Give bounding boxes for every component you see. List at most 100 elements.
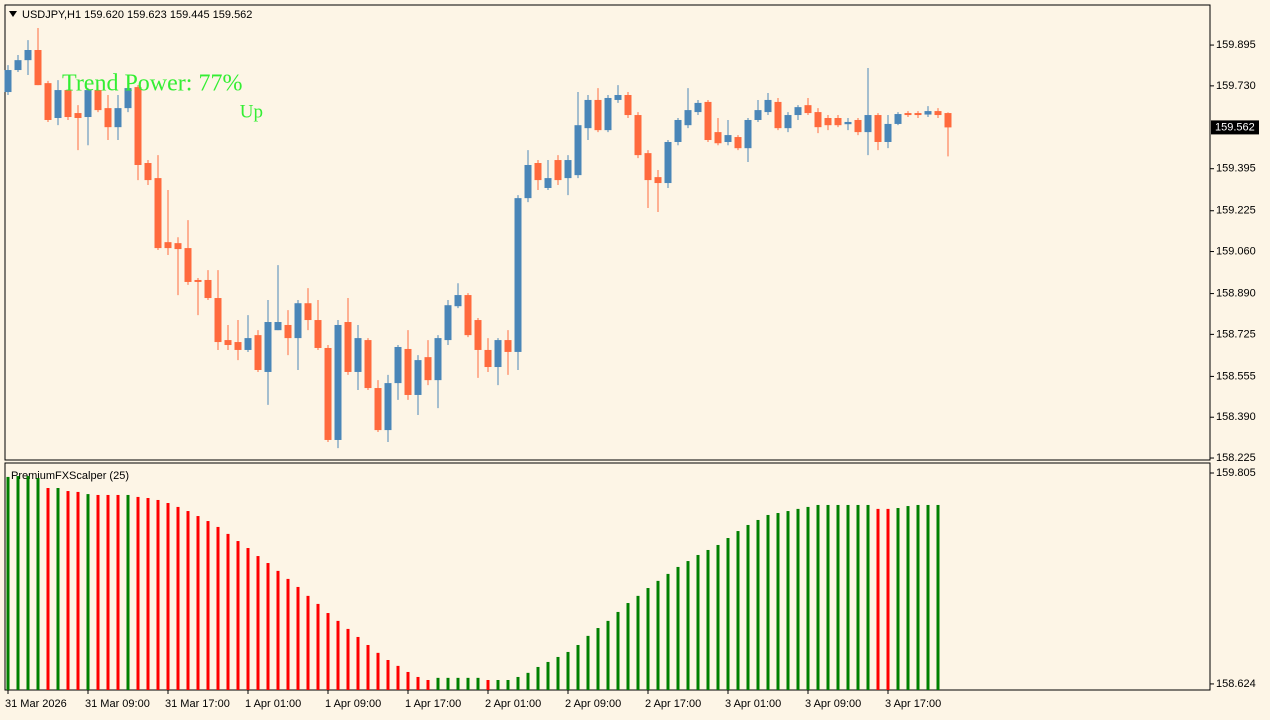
candle-body: [374, 388, 382, 431]
histogram-bar: [136, 496, 140, 690]
histogram-bar: [846, 504, 850, 690]
histogram-bar: [36, 478, 40, 690]
candle-body: [294, 303, 302, 339]
candle-body: [924, 111, 932, 115]
histogram-bar: [576, 644, 580, 690]
histogram-bar: [406, 671, 410, 690]
histogram-bar: [906, 506, 910, 690]
histogram-bar: [6, 476, 10, 690]
candle-body: [74, 113, 82, 119]
histogram-bar: [476, 677, 480, 690]
histogram-bar: [866, 504, 870, 690]
candle-body: [384, 383, 392, 431]
histogram-bar: [526, 672, 530, 690]
candle-body: [164, 242, 172, 249]
candle-body: [254, 335, 262, 370]
histogram-bar: [686, 561, 690, 690]
candle-body: [944, 113, 952, 128]
histogram-bar: [396, 665, 400, 690]
histogram-bar: [256, 556, 260, 690]
candle-body: [704, 101, 712, 141]
main-pane: [4, 4, 1211, 461]
candle-body: [734, 137, 742, 149]
histogram-bar: [166, 503, 170, 690]
high-label: 159.623: [127, 9, 167, 21]
histogram-bar: [506, 679, 510, 690]
candle-body: [724, 135, 732, 142]
candle-body: [284, 324, 292, 339]
x-tick-label: 31 Mar 2026: [5, 698, 67, 710]
symbol-header: USDJPY,H1 159.620 159.623 159.445 159.56…: [22, 9, 252, 21]
histogram-bar: [776, 513, 780, 690]
histogram-bar: [386, 659, 390, 690]
histogram-bar: [296, 586, 300, 690]
histogram-bar: [666, 573, 670, 690]
histogram-bar: [46, 488, 50, 690]
candle-body: [884, 123, 892, 142]
histogram-bar: [286, 578, 290, 690]
histogram-bar: [436, 677, 440, 690]
y-tick-label: 158.890: [1216, 287, 1256, 299]
last-price-label: 159.562: [1215, 121, 1255, 133]
last-price-tag: [1211, 120, 1259, 135]
candle-body: [824, 118, 832, 126]
candle-body: [854, 119, 862, 133]
histogram-bar: [656, 580, 660, 690]
candle-body: [104, 108, 112, 128]
histogram-bar: [376, 652, 380, 690]
menu-triangle[interactable]: [9, 11, 17, 17]
histogram-bar: [826, 504, 830, 690]
open-label: 159.620: [84, 9, 124, 21]
histogram-bar: [646, 588, 650, 690]
candle-body: [494, 340, 502, 368]
candle-body: [754, 110, 762, 120]
candle-body: [584, 99, 592, 129]
candle-body: [174, 243, 182, 250]
histogram-bar: [96, 494, 100, 690]
candle-body: [644, 153, 652, 181]
candle-body: [44, 83, 52, 120]
y-tick-label: 159.805: [1216, 467, 1256, 479]
candle-body: [394, 346, 402, 384]
candle-body: [184, 248, 192, 282]
candle-body: [274, 322, 282, 331]
histogram-bar: [616, 611, 620, 690]
candle-body: [714, 132, 722, 144]
candle-body: [564, 160, 572, 179]
histogram-bar: [736, 531, 740, 690]
histogram-bar: [496, 679, 500, 690]
histogram-bar: [886, 508, 890, 690]
histogram-bar: [316, 603, 320, 690]
candle-body: [364, 340, 372, 389]
histogram-bar: [796, 508, 800, 690]
y-tick-label: 158.390: [1216, 411, 1256, 423]
x-tick-label: 31 Mar 09:00: [85, 698, 150, 710]
candle-body: [354, 338, 362, 372]
histogram-bar: [86, 494, 90, 690]
candle-body: [4, 70, 12, 93]
indicator-title: PremiumFXScalper (25): [11, 470, 129, 482]
candle-body: [404, 348, 412, 395]
candle-body: [454, 295, 462, 307]
candle-body: [434, 338, 442, 381]
histogram-bar: [326, 613, 330, 690]
candle-body: [534, 163, 542, 181]
x-tick-label: 1 Apr 09:00: [325, 698, 381, 710]
histogram-bar: [236, 541, 240, 690]
candle-body: [634, 115, 642, 156]
histogram-bar: [336, 620, 340, 690]
y-tick-label: 158.624: [1216, 678, 1256, 690]
histogram-bar: [606, 620, 610, 690]
histogram-bar: [626, 603, 630, 690]
candle-body: [784, 115, 792, 129]
histogram-bar: [516, 676, 520, 690]
candle-body: [934, 111, 942, 116]
candle-body: [504, 340, 512, 352]
histogram-bar: [76, 491, 80, 690]
candle-body: [154, 178, 162, 249]
x-tick-label: 3 Apr 17:00: [885, 698, 941, 710]
histogram-bar: [366, 644, 370, 690]
candle-body: [614, 95, 622, 100]
candle-body: [134, 87, 142, 165]
